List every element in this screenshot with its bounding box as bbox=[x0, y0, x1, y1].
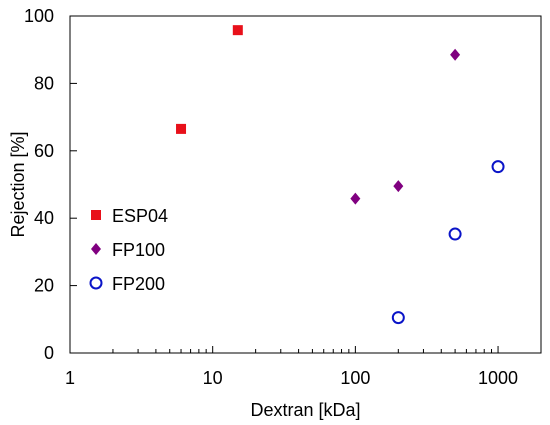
y-axis-title: Rejection [%] bbox=[8, 131, 28, 237]
data-point-fp200 bbox=[491, 160, 505, 174]
data-point-fp100 bbox=[393, 180, 404, 193]
data-point-fp100 bbox=[450, 48, 461, 61]
data-point-fp200 bbox=[448, 227, 462, 241]
x-axis-title: Dextran [kDa] bbox=[250, 400, 360, 420]
x-tick-label: 10 bbox=[203, 368, 223, 388]
x-tick-label: 100 bbox=[340, 368, 370, 388]
legend-marker-esp04 bbox=[91, 210, 101, 220]
x-tick-label: 1000 bbox=[478, 368, 518, 388]
legend-marker-fp100 bbox=[91, 243, 101, 255]
legend-label-fp200: FP200 bbox=[112, 274, 165, 294]
data-point-esp04 bbox=[232, 25, 243, 36]
y-tick-label: 80 bbox=[34, 73, 54, 93]
y-tick-label: 40 bbox=[34, 208, 54, 228]
y-tick-label: 20 bbox=[34, 276, 54, 296]
data-markers bbox=[176, 25, 505, 325]
x-axis-ticks: 1 10 100 1000 bbox=[65, 346, 518, 388]
data-point-fp200 bbox=[391, 311, 405, 325]
legend-marker-fp200 bbox=[89, 276, 103, 290]
y-tick-label: 100 bbox=[24, 6, 54, 26]
legend: ESP04 FP100 FP200 bbox=[89, 206, 168, 294]
legend-label-fp100: FP100 bbox=[112, 240, 165, 260]
x-minor-ticks bbox=[112, 349, 542, 353]
data-point-esp04 bbox=[176, 123, 187, 134]
y-tick-label: 60 bbox=[34, 141, 54, 161]
y-tick-label: 0 bbox=[44, 343, 54, 363]
x-tick-label: 1 bbox=[65, 368, 75, 388]
data-point-fp100 bbox=[350, 192, 361, 205]
plot-frame bbox=[69, 15, 542, 354]
y-axis-ticks: 0 20 40 60 80 100 bbox=[24, 6, 77, 363]
legend-label-esp04: ESP04 bbox=[112, 206, 168, 226]
